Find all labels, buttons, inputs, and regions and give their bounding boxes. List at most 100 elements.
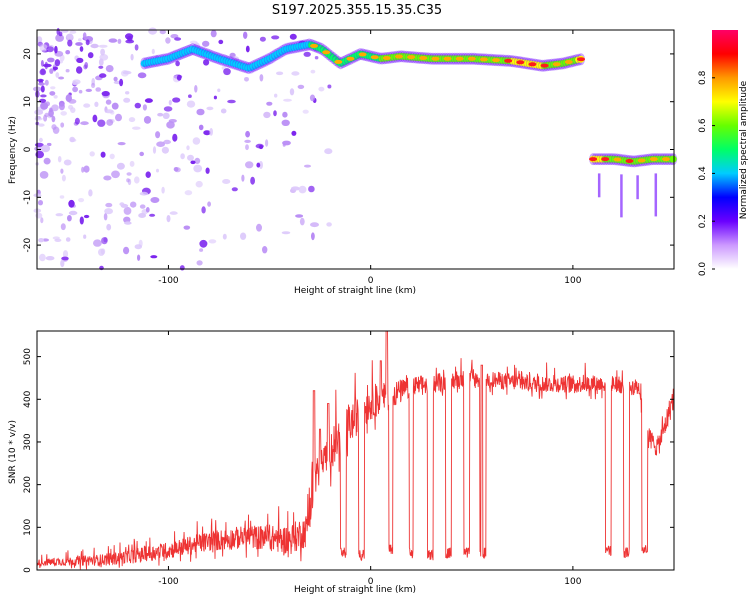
spectrogram-noise-blob [198,124,204,131]
spectrogram-noise-blob [295,214,304,218]
spectrogram-noise-blob [92,114,98,123]
spectrogram-noise-blob [101,91,110,97]
spectrogram-noise-blob [42,63,52,68]
spectrogram-noise-blob [262,246,268,254]
colorbar-ticks: 0.0 0.2 0.4 0.6 0.8 [698,70,715,276]
spectrogram-noise-blob [159,29,166,35]
colorbar-label: Normalized spectral amplitude [739,80,749,219]
spectrogram-noise-blob [83,103,91,108]
spectrogram-noise-blob [309,94,316,102]
spectrogram-noise-blob [94,101,99,108]
colorbar-tick-label: 0.8 [698,70,708,85]
spectrogram-noise-blob [193,164,203,173]
spectrogram-noise-blob [36,36,43,44]
spectrogram-noise-blob [145,207,150,213]
spectrogram-noise-blob [101,237,108,245]
spectrogram-noise-blob [163,106,173,112]
spectrogram-noise-blob [173,167,179,172]
spectrogram-noise-blob [50,86,56,90]
spectrogram-noise-blob [79,46,84,52]
spectrogram-noise-blob [291,71,300,76]
snr-ylabel: SNR (10 * v/v) [8,420,18,484]
spectrogram-noise-blob [210,29,217,38]
spectrogram-noise-blob [250,176,256,185]
spectrogram-noise-blob [38,238,44,243]
spectrogram-noise-blob [314,56,319,60]
spectrogram-noise-blob [243,31,248,39]
spectrogram-noise-blob [299,217,305,226]
spectrogram-noise-blob [117,142,126,146]
ridge-core [637,158,646,163]
spectrogram-noise-blob [99,73,107,78]
spectrogram-noise-blob [98,65,104,69]
colorbar-tick-label: 0.2 [698,214,708,228]
spectrogram-noise-blob [51,124,57,130]
spectrogram-noise-blob [189,40,198,44]
spectrogram-noise-blob [120,203,129,208]
spectrogram-noise-blob [106,119,114,126]
spectrogram-noise-blob [57,156,62,163]
spectrogram-noise-blob [241,174,245,182]
spectrogram-noise-blob [67,215,72,222]
spectrogram-noise-blob [176,74,182,81]
snr-xlabel: Height of straight line (km) [294,585,416,595]
spectrogram-noise-blob [161,146,169,154]
spectrogram-noise-blob [152,146,157,154]
colorbar-gradient [712,30,738,269]
spectrogram-noise-blob [281,231,291,235]
spectrogram-noise-blob [47,57,55,63]
ridge-core [552,62,561,67]
spectrogram-noise-blob [58,31,63,37]
spectrogram-noise-blob [111,170,120,179]
spectrogram-noise-blob [142,104,147,111]
spectrogram-noise-blob [125,39,135,44]
spectrogram-noise-blob [175,60,180,67]
spectrogram-noise-blob [90,43,99,49]
spectrogram-noise-blob [227,99,236,104]
spectrogram-noise-blob [53,95,58,99]
spectrogram-noise-blob [109,153,115,160]
spectrogram-noise-blob [291,130,297,136]
spectrogram-noise-blob [100,151,106,158]
spectrogram-xlabel: Height of straight line (km) [294,286,416,296]
spectrogram-noise-blob [103,175,112,181]
spectrogram-noise-blob [190,160,196,165]
spectrogram-noise-blob [123,206,132,215]
ridge-secondary-tone [589,153,678,218]
spectrogram-noise-blob [188,94,192,98]
spectrogram-noise-blob [45,256,55,261]
spectrogram-noise-blob [276,71,284,76]
spectrogram-noise-blob [163,139,172,145]
spectrogram-noise-blob [83,234,87,239]
spec-ytick-label: 0 [23,146,33,152]
snr-xtick-label: -100 [158,577,179,587]
spectrogram-noise-blob [60,168,64,174]
spectrogram-noise-blob [134,44,139,51]
spectrogram-noise-blob [39,253,46,262]
spectrogram-noise-blob [187,154,194,161]
spectrogram-noise-blob [168,99,172,106]
spectrogram-noise-blob [78,38,82,42]
spectrogram-noise-blob [194,85,198,93]
spectrogram-noise-blob [72,86,78,93]
spectrogram-noise-blob [124,221,132,225]
spectrogram-noise-blob [65,237,71,242]
spectrogram-noise-blob [149,213,156,217]
spectrogram-noise-blob [85,39,90,46]
spectrogram-noise-blob [144,98,153,103]
spectrogram-noise-blob [165,37,171,44]
spectrogram-noise-blob [100,248,106,255]
ridge-core [613,157,622,162]
snr-frame [36,330,675,571]
spectrogram-noise-blob [113,76,118,82]
spectrogram-noise-blob [156,141,166,147]
spectrogram-noise-blob [105,99,112,105]
spectrogram-noise-blob [281,119,290,127]
spectrogram-noise-blob [289,33,297,40]
ridge-core [540,63,549,68]
spectrogram-noise-blob [179,265,185,271]
spectrogram-noise-blob [244,139,251,143]
ridge-core [601,157,610,162]
spectrogram-noise-blob [138,239,143,248]
